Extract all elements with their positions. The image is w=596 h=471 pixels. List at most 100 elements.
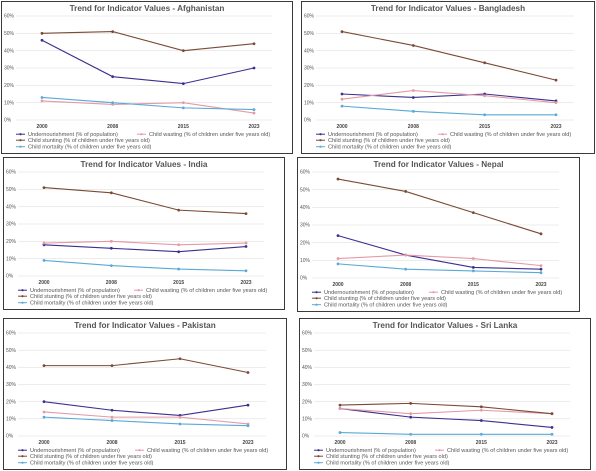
y-tick-label: 20% (302, 399, 313, 405)
data-point-child-mortality (40, 96, 44, 99)
legend-marker-undernourishment (21, 289, 24, 292)
data-point-undernourishment (40, 38, 44, 42)
y-tick-label: 30% (304, 66, 315, 72)
legend-marker-child-wasting (432, 291, 435, 294)
x-tick-label: 2008 (106, 280, 117, 286)
legend-label-child-stunting: Child stunting (% of children under five… (328, 138, 450, 144)
data-point-child-wasting (177, 243, 181, 247)
data-point-child-wasting (109, 239, 113, 243)
legend-label-child-wasting: Child wasting (% of children under five … (441, 290, 562, 296)
data-point-child-stunting (340, 30, 344, 33)
legend-label-child-stunting: Child stunting (% of children under five… (30, 294, 152, 300)
data-point-child-stunting (539, 232, 543, 236)
data-point-child-wasting (42, 410, 46, 414)
series-line-undernourishment (43, 401, 249, 416)
x-tick-label: 2023 (242, 440, 253, 446)
data-point-child-stunting (42, 186, 46, 189)
y-tick-label: 50% (6, 187, 17, 193)
x-tick-label: 2000 (336, 124, 347, 130)
data-point-child-stunting (411, 44, 415, 47)
legend-marker-child-stunting (21, 295, 24, 298)
y-tick-label: 20% (6, 399, 17, 405)
x-tick-label: 2008 (408, 124, 419, 130)
data-point-child-stunting (471, 211, 475, 215)
legend-label-child-wasting: Child wasting (% of children under five … (146, 288, 267, 294)
chart-title: Trend for Indicator Values - Sri Lanka (373, 321, 518, 330)
data-point-child-mortality (181, 106, 185, 110)
data-point-child-stunting (177, 208, 181, 212)
series-line-child-stunting (341, 31, 557, 81)
data-point-child-stunting (42, 364, 46, 368)
y-tick-label: 20% (304, 83, 315, 89)
data-point-undernourishment (539, 267, 543, 271)
legend-marker-child-stunting (315, 297, 318, 300)
data-point-child-mortality (338, 431, 342, 434)
legend-marker-child-stunting (319, 139, 322, 142)
data-point-undernourishment (409, 415, 413, 419)
series-line-child-wasting (337, 254, 542, 267)
x-tick-label: 2015 (178, 124, 189, 130)
y-tick-label: 0% (6, 434, 14, 440)
series-line-child-mortality (339, 432, 552, 435)
data-point-child-wasting (252, 111, 256, 115)
data-point-child-mortality (411, 109, 415, 113)
chart-title: Trend for Indicator Values - Bangladesh (371, 4, 525, 13)
y-tick-label: 50% (300, 187, 311, 193)
y-tick-label: 60% (4, 14, 15, 20)
x-tick-label: 2023 (240, 280, 251, 286)
x-tick-label: 2000 (332, 282, 343, 288)
y-tick-label: 30% (6, 382, 17, 388)
data-point-child-wasting (409, 412, 413, 416)
data-point-child-wasting (42, 241, 46, 245)
legend-label-undernourishment: Undernourishment (% of population) (326, 448, 416, 454)
legend-marker-child-mortality (21, 301, 24, 304)
chart-title: Trend for Indicator Values - Pakistan (74, 321, 216, 330)
data-point-child-stunting (40, 31, 44, 35)
data-point-child-mortality (110, 419, 114, 422)
series-line-child-wasting (341, 89, 557, 104)
legend-label-child-mortality: Child mortality (% of children under fiv… (324, 303, 448, 309)
chart-panel-india: Trend for Indicator Values - India 0% 10% 2… (3, 157, 285, 310)
x-tick-label: 2000 (38, 280, 49, 286)
data-point-undernourishment (550, 426, 554, 429)
series-line-child-stunting (337, 178, 542, 235)
legend-label-undernourishment: Undernourishment (% of population) (328, 132, 418, 138)
series-line-child-stunting (41, 31, 255, 52)
x-tick-label: 2008 (400, 282, 411, 288)
chart-nepal: Trend for Indicator Values - Nepal 0% 10% 2… (300, 160, 562, 309)
legend-label-child-mortality: Child mortality (% of children under fiv… (328, 145, 452, 151)
legend-label-child-stunting: Child stunting (% of children under five… (30, 454, 152, 460)
legend-label-child-wasting: Child wasting (% of children under five … (450, 132, 571, 138)
data-point-child-wasting (178, 415, 182, 419)
y-tick-label: 60% (6, 170, 17, 176)
legend-label-child-wasting: Child wasting (% of children under five … (149, 132, 270, 138)
y-tick-label: 50% (302, 348, 313, 354)
data-point-undernourishment (244, 245, 248, 248)
series-line-undernourishment (43, 244, 247, 253)
series-line-child-wasting (43, 411, 249, 425)
data-point-undernourishment (411, 96, 415, 99)
data-point-child-stunting (483, 61, 487, 65)
chart-pakistan: Trend for Indicator Values - Pakistan 0% 1… (6, 321, 268, 467)
data-point-child-stunting (246, 371, 250, 374)
series-line-undernourishment (337, 235, 542, 270)
data-point-undernourishment (109, 246, 113, 250)
data-point-child-mortality (111, 101, 115, 105)
data-point-child-mortality (554, 113, 558, 117)
y-tick-label: 60% (6, 331, 17, 337)
series-line-child-mortality (41, 96, 255, 111)
data-point-undernourishment (177, 250, 181, 254)
data-point-undernourishment (336, 234, 340, 237)
data-point-undernourishment (252, 66, 256, 70)
data-point-child-stunting (109, 191, 113, 195)
x-tick-label: 2000 (36, 124, 47, 130)
legend-marker-child-wasting (137, 289, 140, 292)
series-line-undernourishment (41, 39, 255, 85)
data-point-child-mortality (550, 432, 554, 436)
data-point-child-mortality (409, 432, 413, 436)
data-point-child-wasting (483, 94, 487, 98)
legend-marker-child-wasting (138, 449, 141, 452)
series-line-child-wasting (43, 240, 247, 246)
y-tick-label: 0% (4, 118, 12, 124)
data-point-undernourishment (471, 266, 475, 269)
